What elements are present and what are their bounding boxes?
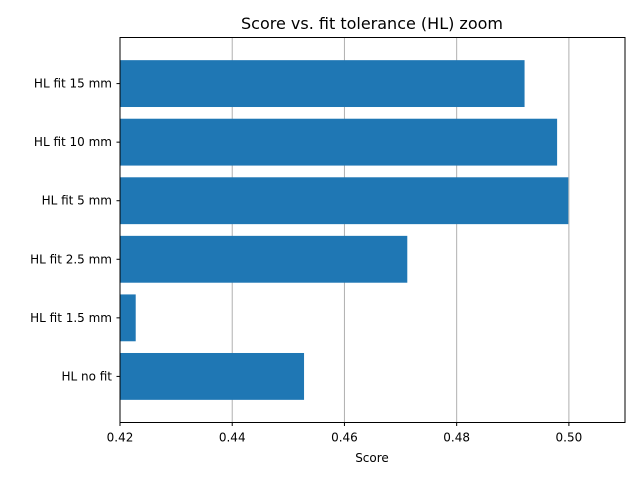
y-tick-label: HL fit 5 mm bbox=[42, 194, 112, 208]
x-tick-label: 0.50 bbox=[556, 431, 583, 445]
bar bbox=[120, 60, 525, 108]
x-tick-label: 0.44 bbox=[219, 431, 246, 445]
y-tick-label: HL no fit bbox=[61, 369, 112, 383]
x-tick-label: 0.42 bbox=[107, 431, 134, 445]
y-axis-ticks: HL no fit HL fit 1.5 mm HL fit 2.5 mm HL fi… bbox=[30, 77, 120, 383]
bar bbox=[120, 177, 569, 225]
y-tick-label: HL fit 2.5 mm bbox=[30, 252, 112, 266]
x-tick-label: 0.46 bbox=[331, 431, 358, 445]
x-axis-ticks: 0.42 0.44 0.46 0.48 0.50 bbox=[107, 422, 583, 445]
y-tick-label: HL fit 15 mm bbox=[34, 77, 112, 91]
chart-title: Score vs. fit tolerance (HL) zoom bbox=[241, 14, 503, 33]
bar bbox=[120, 352, 305, 400]
bar bbox=[120, 118, 558, 166]
bars bbox=[120, 60, 569, 400]
bar bbox=[120, 294, 136, 342]
y-tick-label: HL fit 1.5 mm bbox=[30, 311, 112, 325]
y-tick-label: HL fit 10 mm bbox=[34, 135, 112, 149]
x-tick-label: 0.48 bbox=[443, 431, 470, 445]
x-axis-label: Score bbox=[355, 451, 389, 465]
plot-frame bbox=[119, 37, 626, 423]
bar bbox=[120, 235, 408, 283]
